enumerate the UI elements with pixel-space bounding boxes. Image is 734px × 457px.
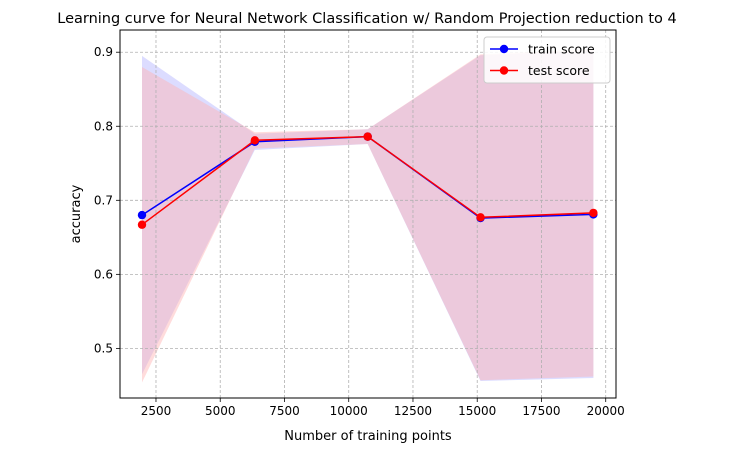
point-train — [137, 210, 147, 220]
point-test — [250, 136, 260, 145]
band-test — [142, 49, 594, 383]
y-tick-label: 0.8 — [94, 119, 113, 133]
point-test — [363, 132, 372, 141]
x-tick-label: 20000 — [587, 404, 625, 418]
x-tick-label: 15000 — [458, 404, 496, 418]
x-tick-label: 10000 — [330, 404, 368, 418]
confidence-bands — [142, 49, 594, 383]
legend: train score test score — [483, 36, 611, 84]
legend-label-train: train score — [528, 42, 595, 57]
x-tick-label: 2500 — [141, 404, 172, 418]
point-test — [589, 208, 598, 218]
y-tick-label: 0.9 — [94, 45, 113, 59]
point-test — [137, 220, 147, 229]
x-tick-label: 5000 — [205, 404, 236, 418]
x-axis-ticks: 2500 5000 7500 10000 12500 15000 17500 20000 — [141, 398, 625, 418]
point-test — [476, 213, 485, 222]
legend-marker-train — [499, 44, 509, 54]
legend-marker-test — [499, 66, 509, 75]
y-tick-label: 0.7 — [94, 193, 113, 207]
series-lines — [137, 132, 598, 229]
x-axis-title: Number of training points — [284, 429, 452, 444]
x-tick-label: 12500 — [394, 404, 432, 418]
legend-label-test: test score — [528, 63, 590, 78]
y-axis-ticks: 0.5 0.6 0.7 0.8 0.9 — [94, 45, 120, 355]
band-train — [142, 50, 594, 381]
x-tick-label: 17500 — [522, 404, 560, 418]
x-tick-label: 7500 — [269, 404, 300, 418]
chart-title: Learning curve for Neural Network Classi… — [57, 11, 677, 27]
plot-frame — [119, 29, 617, 399]
y-tick-label: 0.6 — [94, 267, 113, 281]
grid-lines — [120, 30, 616, 398]
y-axis-title: accuracy — [69, 184, 84, 243]
y-tick-label: 0.5 — [94, 341, 113, 355]
